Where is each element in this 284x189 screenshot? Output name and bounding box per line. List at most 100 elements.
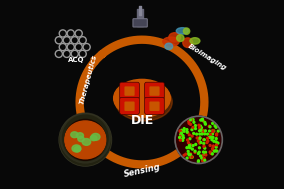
Circle shape [191,119,192,121]
Circle shape [211,139,213,141]
Circle shape [188,121,190,122]
Ellipse shape [91,133,100,140]
Ellipse shape [169,33,181,42]
Circle shape [215,150,217,152]
FancyBboxPatch shape [120,82,139,99]
Circle shape [210,136,212,138]
Circle shape [179,130,181,132]
Circle shape [197,161,199,163]
Circle shape [211,153,213,155]
FancyBboxPatch shape [120,97,139,114]
Circle shape [208,125,210,127]
Circle shape [204,151,206,153]
Circle shape [212,145,214,147]
Circle shape [212,130,214,132]
Circle shape [179,136,181,138]
Circle shape [204,122,206,123]
Circle shape [189,144,190,146]
Circle shape [209,151,211,153]
Circle shape [182,139,184,141]
Circle shape [183,154,185,156]
Circle shape [189,147,191,149]
Circle shape [202,130,204,132]
Circle shape [183,137,184,139]
Circle shape [203,139,204,141]
Circle shape [210,134,211,136]
Circle shape [201,133,203,135]
Circle shape [186,147,188,149]
Ellipse shape [163,37,179,46]
Circle shape [212,148,214,149]
Circle shape [202,160,204,162]
Circle shape [202,131,204,133]
Circle shape [203,157,205,159]
Circle shape [190,119,191,121]
Circle shape [182,135,184,137]
Ellipse shape [72,145,81,152]
Circle shape [191,148,193,150]
Circle shape [189,138,191,140]
Circle shape [209,144,211,146]
FancyBboxPatch shape [133,19,147,27]
Circle shape [216,144,217,146]
Ellipse shape [176,28,188,34]
Circle shape [195,128,197,129]
Circle shape [204,159,206,161]
Circle shape [209,126,211,128]
Circle shape [203,146,205,148]
Ellipse shape [90,135,97,141]
Circle shape [180,132,182,133]
Circle shape [189,154,191,156]
Circle shape [216,134,218,136]
Circle shape [199,127,201,129]
Ellipse shape [76,133,83,139]
Circle shape [200,125,201,127]
Circle shape [181,138,183,140]
Circle shape [194,151,196,153]
Ellipse shape [165,43,173,50]
Circle shape [207,137,208,139]
Circle shape [193,121,195,123]
Text: Therapeutics: Therapeutics [78,54,98,105]
Circle shape [188,145,190,147]
Circle shape [202,151,204,153]
Circle shape [216,133,218,135]
Circle shape [206,142,208,143]
Circle shape [192,145,194,147]
Circle shape [197,140,199,142]
Circle shape [186,157,188,159]
Circle shape [200,119,202,121]
Ellipse shape [71,132,78,138]
Circle shape [179,135,181,137]
Circle shape [201,157,203,159]
Ellipse shape [114,79,170,117]
Circle shape [202,119,204,121]
Circle shape [186,131,188,133]
Circle shape [212,130,214,132]
Circle shape [198,151,200,153]
Circle shape [207,140,209,142]
Circle shape [200,155,202,157]
Circle shape [187,150,189,152]
Circle shape [210,153,212,154]
Circle shape [192,119,194,121]
Circle shape [199,130,201,132]
Circle shape [201,127,202,129]
Circle shape [196,137,198,139]
Circle shape [198,124,200,126]
Circle shape [179,139,181,141]
Circle shape [214,125,216,127]
Ellipse shape [183,38,193,47]
Ellipse shape [190,38,200,44]
Circle shape [210,152,212,154]
Circle shape [215,141,217,143]
Circle shape [194,150,196,152]
Circle shape [204,133,206,135]
Circle shape [199,147,201,149]
Circle shape [212,122,214,124]
Circle shape [197,153,199,154]
Circle shape [196,133,198,135]
Circle shape [199,137,201,139]
Circle shape [195,143,197,145]
Text: Sensing: Sensing [123,163,161,179]
